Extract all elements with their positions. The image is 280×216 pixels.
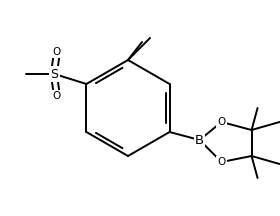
Text: O: O — [218, 157, 226, 167]
Text: O: O — [52, 47, 60, 57]
Text: S: S — [50, 67, 59, 81]
Text: B: B — [195, 133, 204, 146]
Text: O: O — [218, 117, 226, 127]
Text: O: O — [52, 91, 60, 101]
